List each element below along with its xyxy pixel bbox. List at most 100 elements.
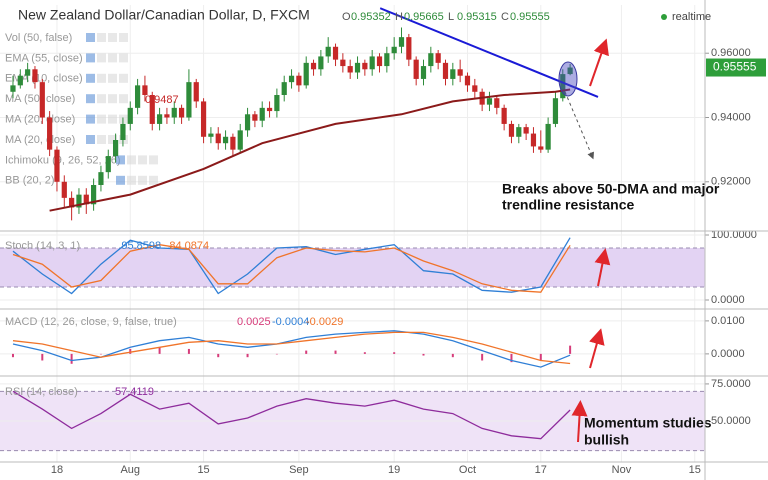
candle-body [420, 66, 427, 79]
candle-body [398, 37, 405, 47]
candle-body [318, 56, 324, 70]
histogram-bar [334, 350, 337, 354]
x-tick-label: 18 [51, 464, 63, 476]
study-icon [86, 53, 95, 63]
candle-body [552, 98, 559, 124]
x-tick-label: 19 [388, 464, 400, 476]
candle-body [567, 67, 573, 75]
candle-body [501, 107, 507, 124]
candle-body [98, 172, 104, 185]
study-icon [86, 94, 95, 104]
candle-body [244, 114, 251, 131]
x-tick-label: 17 [535, 464, 547, 476]
y-tick-label: 0.94000 [711, 111, 751, 123]
study-icon [127, 175, 136, 185]
candle-body [25, 69, 31, 76]
indicator-line [12, 237, 571, 295]
candle-body [178, 107, 185, 118]
histogram-bar [569, 345, 572, 354]
y-tick-label: 0.92000 [711, 176, 751, 188]
candle-body [142, 85, 148, 95]
candle-body [281, 82, 287, 95]
candle-body [457, 69, 463, 76]
annotation: bullish [584, 432, 629, 448]
indicator-value: -0.0029 [306, 316, 343, 328]
candle-body [325, 46, 331, 57]
indicator-title: MACD (12, 26, close, 9, false, true) [5, 316, 177, 328]
study-icon [108, 73, 117, 83]
price-tag [706, 58, 766, 77]
candle-body [332, 46, 339, 60]
study-label: EMA (10, close) [5, 73, 83, 85]
histogram-bar [158, 347, 161, 354]
study-icon [86, 114, 95, 124]
candle-body [208, 133, 214, 137]
histogram-bar [363, 352, 366, 354]
candle-body [428, 53, 434, 67]
arrow [589, 328, 605, 369]
ma-value: 0.9487 [145, 94, 179, 106]
x-tick-label: Nov [612, 464, 632, 476]
candle-body [464, 75, 471, 86]
candle-body [508, 123, 515, 137]
indicator-value: 57.4119 [115, 386, 154, 398]
candle-body [105, 156, 111, 173]
candle-body [149, 95, 155, 124]
histogram-bar [129, 348, 132, 354]
candle-body [376, 56, 383, 67]
study-icon [86, 73, 95, 83]
candle-body [362, 62, 368, 70]
histogram-bar [451, 353, 454, 358]
histogram-bar [422, 353, 425, 356]
candle-body [186, 82, 192, 118]
indicator-title: RSI (14, close) [5, 386, 78, 398]
study-icon [116, 155, 125, 165]
annotation: trendline resistance [502, 197, 634, 213]
plot-layer: 18 Aug 15 Sep 19 Oct 17 Nov 15 0.96000 0.94000 0.92… [0, 5, 766, 476]
indicator-title: Stoch (14, 3, 1) [5, 240, 80, 252]
candle-body [10, 85, 16, 92]
study-icon [97, 53, 106, 63]
arrow [589, 38, 609, 87]
candle-body [156, 114, 163, 124]
ohlc-value: 0.95315 [457, 11, 497, 23]
candle-body [83, 194, 89, 205]
study-icon [119, 114, 128, 124]
candle-body [200, 101, 207, 137]
candle-body [91, 185, 97, 205]
indicator-value: -0.0004 [272, 316, 309, 328]
candle-body [171, 107, 177, 118]
band [0, 247, 705, 288]
candle-body [450, 69, 456, 79]
ohlc-key: C [501, 11, 509, 23]
realtime-label: realtime [672, 11, 711, 23]
histogram-bar [393, 352, 396, 354]
study-label: Ichimoku (9, 26, 52, 26) [5, 154, 121, 166]
study-icon [127, 155, 136, 165]
histogram-bar [246, 353, 249, 358]
candle-body [406, 37, 412, 60]
candle-body [39, 82, 45, 118]
histogram-bar [11, 353, 14, 358]
candle-body [266, 107, 273, 112]
histogram-bar [41, 353, 44, 361]
histogram-bar [70, 353, 73, 364]
candle-body [472, 85, 478, 92]
candle-body [442, 62, 449, 79]
study-icon [108, 53, 117, 63]
study-icon [119, 94, 128, 104]
chart-title: New Zealand Dollar/Canadian Dollar, D, F… [18, 7, 310, 23]
candle-body [310, 62, 317, 70]
arrow [594, 248, 611, 287]
histogram-bar [99, 353, 102, 355]
ohlc-value: 0.95352 [351, 11, 391, 23]
study-icon [149, 175, 158, 185]
candle-body [164, 114, 170, 118]
study-icon [149, 155, 158, 165]
indicator-line [12, 331, 571, 365]
annotation: Momentum studies [584, 415, 712, 431]
y-tick-label: 100.0000 [711, 229, 757, 241]
histogram-bar [217, 353, 220, 358]
x-tick-label: 15 [197, 464, 209, 476]
